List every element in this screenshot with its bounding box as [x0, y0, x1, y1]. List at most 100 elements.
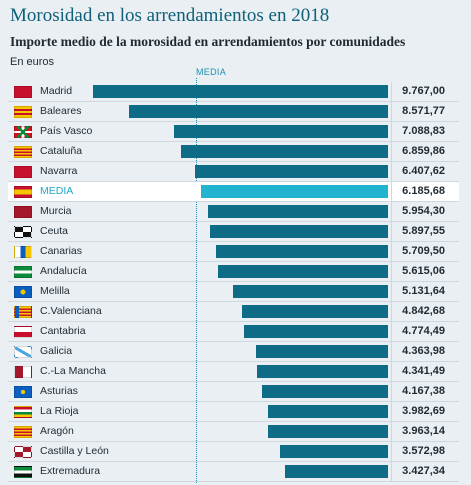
- extremadura-flag-icon: [14, 466, 32, 478]
- bar-row: Andalucía 5.615,06: [8, 262, 459, 282]
- canarias-flag-icon: [14, 246, 32, 258]
- bar: [256, 365, 388, 378]
- value-separator: [391, 202, 392, 222]
- value-label: 4.341,49: [402, 365, 445, 377]
- spain-flag-icon: [14, 186, 32, 198]
- category-label: Navarra: [40, 165, 78, 177]
- value-label: 3.963,14: [402, 425, 445, 437]
- bar-row: C.Valenciana 4.842,68: [8, 302, 459, 322]
- navarra-flag-icon: [14, 166, 32, 178]
- castilla-la-mancha-flag-icon: [14, 366, 32, 378]
- pais-vasco-flag-icon: [14, 126, 32, 138]
- bar-row: Extremadura 3.427,34: [8, 462, 459, 482]
- bar-row: Castilla y León 3.572,98: [8, 442, 459, 462]
- cantabria-flag-icon: [14, 326, 32, 338]
- bar: [173, 125, 388, 138]
- value-separator: [391, 242, 392, 262]
- value-label: 6.859,86: [402, 145, 445, 157]
- bar-row: Madrid 9.767,00: [8, 82, 459, 102]
- bar-row: Asturias 4.167,38: [8, 382, 459, 402]
- bar-row: La Rioja 3.982,69: [8, 402, 459, 422]
- bar: [201, 185, 388, 198]
- value-label: 5.615,06: [402, 265, 445, 277]
- bar: [280, 445, 388, 458]
- category-label: C.Valenciana: [40, 305, 102, 317]
- value-label: 5.709,50: [402, 245, 445, 257]
- value-separator: [391, 442, 392, 462]
- value-separator: [391, 222, 392, 242]
- value-separator: [391, 162, 392, 182]
- category-label: Extremadura: [40, 465, 101, 477]
- category-label: Cataluña: [40, 145, 83, 157]
- bar-row: Cataluña 6.859,86: [8, 142, 459, 162]
- value-separator: [391, 402, 392, 422]
- bar-row: MEDIA 6.185,68: [8, 182, 459, 202]
- bar: [180, 145, 388, 158]
- category-label: Asturias: [40, 385, 78, 397]
- value-separator: [391, 422, 392, 442]
- value-separator: [391, 122, 392, 142]
- bar-row: Canarias 5.709,50: [8, 242, 459, 262]
- melilla-flag-icon: [14, 286, 32, 298]
- chart-subtitle: Importe medio de la morosidad en arrenda…: [10, 34, 406, 49]
- bar: [129, 105, 388, 118]
- madrid-flag-icon: [14, 86, 32, 98]
- bar: [194, 165, 388, 178]
- bar-row: Melilla 5.131,64: [8, 282, 459, 302]
- category-label: C.-La Mancha: [40, 365, 106, 377]
- value-separator: [391, 382, 392, 402]
- ceuta-flag-icon: [14, 226, 32, 238]
- value-separator: [391, 322, 392, 342]
- category-label: Castilla y León: [40, 445, 109, 457]
- category-label: País Vasco: [40, 125, 93, 137]
- category-label: Canarias: [40, 245, 83, 257]
- units-label: En euros: [10, 56, 55, 68]
- aragon-flag-icon: [14, 426, 32, 438]
- baleares-flag-icon: [14, 106, 32, 118]
- category-label: Galicia: [40, 345, 73, 357]
- category-label: Cantabria: [40, 325, 86, 337]
- bar: [262, 385, 388, 398]
- bar-row: Aragón 3.963,14: [8, 422, 459, 442]
- value-label: 4.774,49: [402, 325, 445, 337]
- value-separator: [391, 362, 392, 382]
- galicia-flag-icon: [14, 346, 32, 358]
- category-label: Melilla: [40, 285, 70, 297]
- category-label: Madrid: [40, 85, 73, 97]
- value-separator: [391, 262, 392, 282]
- valenciana-flag-icon: [14, 306, 32, 318]
- cataluna-flag-icon: [14, 146, 32, 158]
- value-separator: [391, 102, 392, 122]
- bar: [241, 305, 388, 318]
- bar: [284, 465, 388, 478]
- bar: [267, 405, 388, 418]
- bar-row: Navarra 6.407,62: [8, 162, 459, 182]
- bar-row: País Vasco 7.088,83: [8, 122, 459, 142]
- chart-title: Morosidad en los arrendamientos en 2018: [10, 5, 330, 26]
- value-separator: [391, 142, 392, 162]
- value-label: 3.982,69: [402, 405, 445, 417]
- bar: [93, 85, 388, 98]
- value-label: 9.767,00: [402, 85, 445, 97]
- asturias-flag-icon: [14, 386, 32, 398]
- value-label: 4.842,68: [402, 305, 445, 317]
- media-reference-label: MEDIA: [196, 67, 227, 77]
- bar: [243, 325, 388, 338]
- category-label: Andalucía: [40, 265, 87, 277]
- bar-chart: Madrid 9.767,00 Baleares 8.571,77 País Vasco…: [0, 82, 471, 482]
- value-label: 3.427,34: [402, 465, 445, 477]
- andalucia-flag-icon: [14, 266, 32, 278]
- bar-row: Cantabria 4.774,49: [8, 322, 459, 342]
- la-rioja-flag-icon: [14, 406, 32, 418]
- bar: [256, 345, 388, 358]
- value-label: 3.572,98: [402, 445, 445, 457]
- value-label: 7.088,83: [402, 125, 445, 137]
- category-label: Ceuta: [40, 225, 69, 237]
- category-label: MEDIA: [40, 185, 74, 197]
- value-separator: [391, 302, 392, 322]
- value-label: 5.954,30: [402, 205, 445, 217]
- murcia-flag-icon: [14, 206, 32, 218]
- bar: [215, 245, 388, 258]
- bar-row: Murcia 5.954,30: [8, 202, 459, 222]
- value-label: 8.571,77: [402, 105, 445, 117]
